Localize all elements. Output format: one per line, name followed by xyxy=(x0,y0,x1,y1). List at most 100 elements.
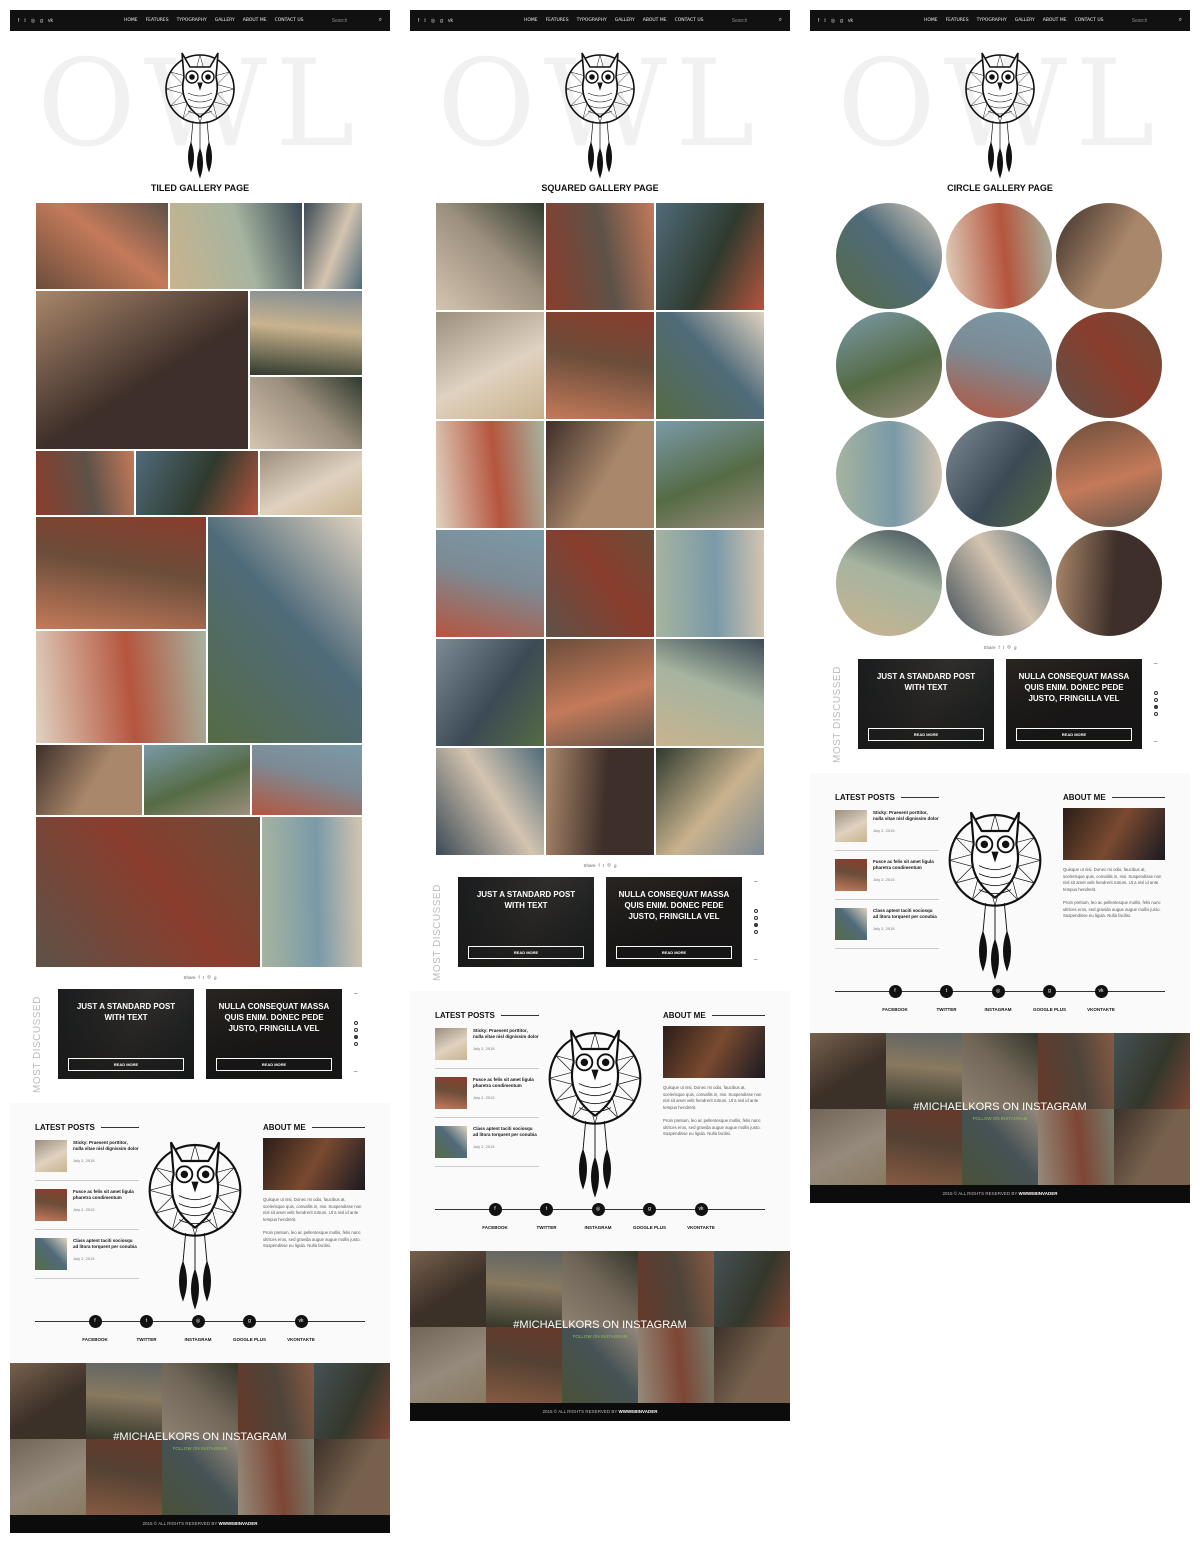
nav-item-contact-us[interactable]: CONTACT US xyxy=(674,18,704,23)
facebook-share-icon[interactable]: f xyxy=(198,974,200,980)
google-plus-share-icon[interactable]: g xyxy=(213,974,217,980)
instagram-photo[interactable] xyxy=(86,1439,162,1515)
read-more-button[interactable]: READ MORE xyxy=(616,946,732,959)
gallery-photo[interactable] xyxy=(252,745,362,815)
read-more-button[interactable]: READ MORE xyxy=(468,946,584,959)
gallery-photo[interactable] xyxy=(36,745,142,815)
google-plus-icon[interactable]: g xyxy=(840,17,843,24)
twitter-share-icon[interactable]: t xyxy=(1002,644,1005,650)
nav-item-gallery[interactable]: GALLERY xyxy=(214,18,235,23)
instagram-photo[interactable] xyxy=(486,1327,562,1403)
gallery-photo[interactable] xyxy=(208,517,362,743)
slider-prev-arrow[interactable]: – xyxy=(754,879,758,885)
slider-next-arrow[interactable]: – xyxy=(754,957,758,963)
gallery-photo[interactable] xyxy=(436,203,544,310)
slider-prev-arrow[interactable]: – xyxy=(1154,661,1158,667)
copyright-brand-link[interactable]: WWWEBINVADER xyxy=(618,1409,658,1414)
read-more-button[interactable]: READ MORE xyxy=(1016,728,1132,741)
instagram-photo[interactable] xyxy=(314,1439,390,1515)
instagram-photo[interactable] xyxy=(714,1251,790,1327)
vk-icon[interactable]: vk xyxy=(447,17,453,24)
post-thumbnail[interactable] xyxy=(435,1126,467,1158)
instagram-photo[interactable] xyxy=(86,1363,162,1439)
latest-post-item[interactable]: Class aptent taciti sociosqu ad litora t… xyxy=(435,1126,539,1167)
social-link-label[interactable]: TWITTER xyxy=(936,1007,957,1012)
gallery-photo[interactable] xyxy=(946,203,1052,309)
instagram-icon[interactable]: ◎ xyxy=(30,17,36,24)
gallery-photo[interactable] xyxy=(546,530,654,637)
social-link-label[interactable]: INSTAGRAM xyxy=(984,1007,1012,1012)
gallery-photo[interactable] xyxy=(36,451,134,515)
instagram-photo[interactable] xyxy=(886,1033,962,1109)
post-thumbnail[interactable] xyxy=(835,908,867,940)
social-link-label[interactable]: INSTAGRAM xyxy=(184,1337,212,1342)
social-link-label[interactable]: VKONTAKTE xyxy=(687,1225,715,1230)
nav-item-typography[interactable]: TYPOGRAPHY xyxy=(576,18,607,23)
gallery-photo[interactable] xyxy=(546,748,654,855)
instagram-photo[interactable] xyxy=(162,1363,238,1439)
post-thumbnail[interactable] xyxy=(835,810,867,842)
discussed-post-card[interactable]: NULLA CONSEQUAT MASSA QUIS ENIM. DONEC P… xyxy=(1006,659,1142,749)
gallery-photo[interactable] xyxy=(656,639,764,746)
latest-post-item[interactable]: Fusce ac felis sit amet ligula pharetra … xyxy=(835,859,939,900)
slider-dot[interactable] xyxy=(1154,705,1158,709)
nav-item-about-me[interactable]: ABOUT ME xyxy=(242,18,267,23)
read-more-button[interactable]: READ MORE xyxy=(68,1058,184,1071)
search-icon[interactable]: ⌕ xyxy=(1178,17,1182,23)
social-link-label[interactable]: FACEBOOK xyxy=(882,1007,908,1012)
pinterest-share-icon[interactable]: ◎ xyxy=(1007,644,1011,649)
instagram-icon[interactable]: ◎ xyxy=(591,1203,605,1216)
post-title[interactable]: Fusce ac felis sit amet ligula pharetra … xyxy=(873,859,934,870)
instagram-follow-link[interactable]: FOLLOW ON INSTAGRAM xyxy=(572,1334,628,1339)
nav-item-gallery[interactable]: GALLERY xyxy=(1014,18,1035,23)
instagram-photo[interactable] xyxy=(10,1439,86,1515)
instagram-photo[interactable] xyxy=(638,1327,714,1403)
facebook-icon[interactable]: f xyxy=(18,17,20,24)
instagram-photo[interactable] xyxy=(962,1033,1038,1109)
twitter-icon[interactable]: t xyxy=(24,17,26,24)
copyright-brand-link[interactable]: WWWEBINVADER xyxy=(1018,1191,1058,1196)
instagram-photo[interactable] xyxy=(962,1109,1038,1185)
gallery-photo[interactable] xyxy=(546,203,654,310)
twitter-icon[interactable]: t xyxy=(540,1203,553,1216)
facebook-icon[interactable]: f xyxy=(888,985,902,998)
nav-item-typography[interactable]: TYPOGRAPHY xyxy=(976,18,1007,23)
instagram-photo[interactable] xyxy=(410,1251,486,1327)
nav-item-features[interactable]: FEATURES xyxy=(545,18,569,23)
slider-dot[interactable] xyxy=(754,923,758,927)
gallery-photo[interactable] xyxy=(436,530,544,637)
post-title[interactable]: Class aptent taciti sociosqu ad litora t… xyxy=(73,1238,137,1249)
nav-item-contact-us[interactable]: CONTACT US xyxy=(1074,18,1104,23)
slider-dot[interactable] xyxy=(354,1042,358,1046)
gallery-photo[interactable] xyxy=(262,817,362,967)
gallery-photo[interactable] xyxy=(250,291,362,375)
instagram-photo[interactable] xyxy=(1038,1033,1114,1109)
slider-dot[interactable] xyxy=(754,930,758,934)
nav-item-home[interactable]: HOME xyxy=(123,18,138,23)
gallery-photo[interactable] xyxy=(656,312,764,419)
latest-post-item[interactable]: Sticky: Praesent porttitor, nulla vitae … xyxy=(35,1140,139,1181)
gallery-photo[interactable] xyxy=(36,291,248,449)
gallery-photo[interactable] xyxy=(436,421,544,528)
instagram-photo[interactable] xyxy=(1038,1109,1114,1185)
instagram-photo[interactable] xyxy=(562,1251,638,1327)
gallery-photo[interactable] xyxy=(36,631,206,743)
gallery-photo[interactable] xyxy=(304,203,362,289)
gallery-photo[interactable] xyxy=(250,377,362,449)
twitter-share-icon[interactable]: t xyxy=(602,862,605,868)
gallery-photo[interactable] xyxy=(1056,203,1162,309)
slider-dot[interactable] xyxy=(1154,691,1158,695)
post-title[interactable]: Sticky: Praesent porttitor, nulla vitae … xyxy=(73,1140,139,1151)
slider-dot[interactable] xyxy=(354,1028,358,1032)
post-title[interactable]: Fusce ac felis sit amet ligula pharetra … xyxy=(473,1077,534,1088)
gallery-photo[interactable] xyxy=(546,639,654,746)
gallery-photo[interactable] xyxy=(546,312,654,419)
gallery-photo[interactable] xyxy=(836,312,942,418)
facebook-icon[interactable]: f xyxy=(88,1315,102,1328)
social-link-label[interactable]: FACEBOOK xyxy=(82,1337,108,1342)
post-thumbnail[interactable] xyxy=(835,859,867,891)
facebook-share-icon[interactable]: f xyxy=(998,644,1000,650)
nav-item-gallery[interactable]: GALLERY xyxy=(614,18,635,23)
twitter-icon[interactable]: t xyxy=(824,17,826,24)
post-title[interactable]: Sticky: Praesent porttitor, nulla vitae … xyxy=(873,810,939,821)
